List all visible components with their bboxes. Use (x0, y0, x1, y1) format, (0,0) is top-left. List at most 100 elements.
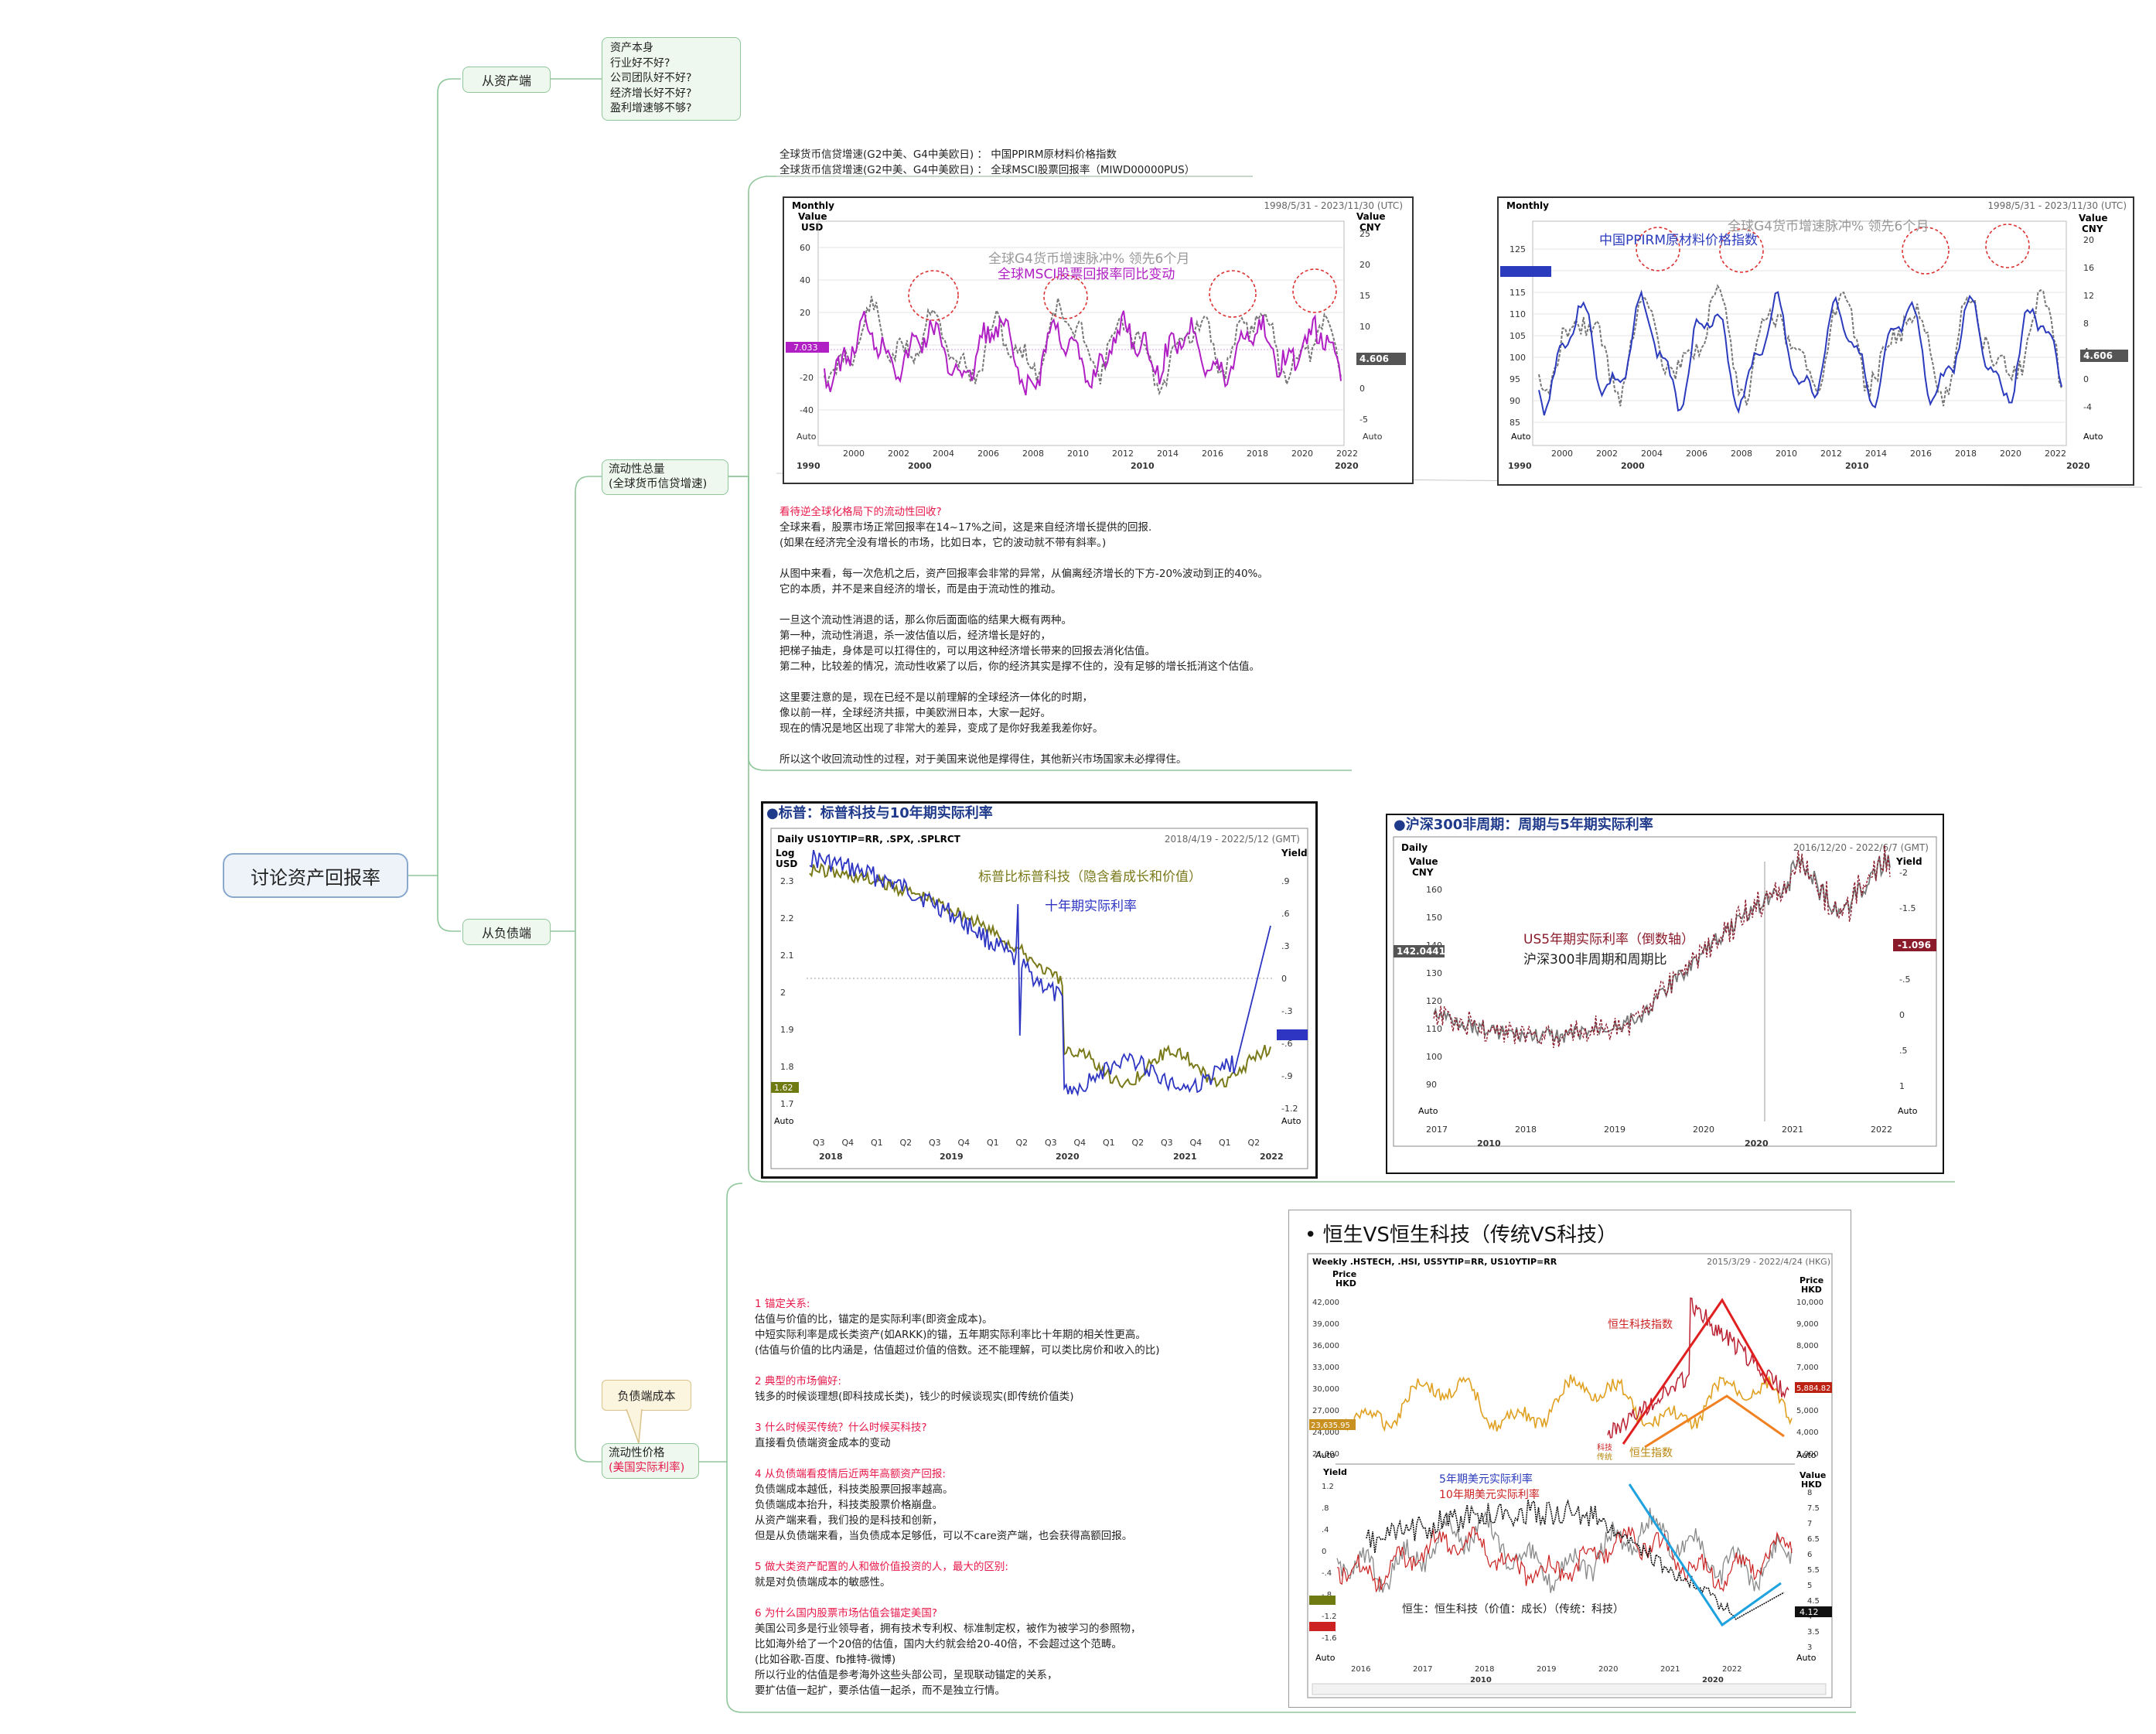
chart-ppirm-vs-g4: Monthly 1998/5/31 - 2023/11/30 (UTC) Val… (1497, 196, 2134, 486)
chart4-xtick: 2021 (1782, 1125, 1803, 1135)
chart2-decade: 1990 (1508, 461, 1532, 471)
note-line: 经济增长好不好? (610, 87, 692, 100)
chart4-ytick-right: -.5 (1899, 975, 1910, 985)
chart5-ytick-top-left: 42,000 (1312, 1299, 1339, 1307)
connector-charts34 (728, 476, 1955, 1183)
section2-line: 负债端成本越低，科技类股票回报率越高。 (755, 1483, 953, 1496)
chart5-ytick-bottom-left: -1.2 (1322, 1613, 1337, 1621)
section1-line: 全球来看，股票市场正常回报率在14~17%之间，这是来自经济增长提供的回报. (780, 521, 1152, 534)
liability-side-node[interactable]: 从负债端 (462, 919, 551, 945)
section2-text: 1 锚定关系: 估值与价值的比，锚定的是实际利率(即资金成本)。 中短实际利率是成长… (755, 1296, 1160, 1698)
chart5-ytick-bottom-right: 6.5 (1807, 1535, 1820, 1544)
chart5-label-5y: 5年期美元实际利率 (1439, 1473, 1533, 1486)
section1-heading: 看待逆全球化格局下的流动性回收? (780, 506, 942, 518)
chart5-ytick-top-left: 27,000 (1312, 1407, 1339, 1415)
chart2-auto-left: Auto (1511, 432, 1531, 442)
chart2-xtick: 2016 (1910, 449, 1932, 459)
liquidity-price-node[interactable]: 流动性价格 (美国实际利率) (602, 1443, 699, 1479)
chart3-range: 2018/4/19 - 2022/5/12 (GMT) (1165, 834, 1300, 845)
chart3-ytick-left: 2 (780, 988, 786, 998)
chart1-decade: 2020 (1335, 461, 1359, 471)
section1-text: 看待逆全球化格局下的流动性回收? 全球来看，股票市场正常回报率在14~17%之间… (780, 504, 1268, 767)
chart3-ytick-right: -1.2 (1281, 1104, 1298, 1114)
connector-section2-bottom (726, 1462, 1856, 1713)
chart1-ytick-right: 15 (1359, 291, 1370, 301)
chart2-decade: 2000 (1621, 461, 1645, 471)
section1-line: 这里要注意的是，现在已经不是以前理解的全球经济一体化的时期， (780, 691, 1093, 704)
chart5-range: 2015/3/29 - 2022/4/24 (HKG) (1707, 1257, 1830, 1267)
svg-text:HKD: HKD (1801, 1480, 1822, 1490)
chart1-title-a: 全球G4货币增速脉冲% 领先6个月 (988, 251, 1189, 267)
chart3-ytick-left: 2.1 (780, 951, 794, 961)
svg-text:Auto: Auto (1796, 1450, 1817, 1460)
chart4-xtick: 2020 (1693, 1125, 1714, 1135)
note-line: 公司团队好不好? (610, 72, 692, 84)
callout-liability-cost[interactable]: 负债端成本 (602, 1380, 691, 1411)
section2-heading: 1 锚定关系: (755, 1298, 810, 1310)
chart1-xtick: 2016 (1202, 449, 1223, 459)
asset-side-node[interactable]: 从资产端 (462, 67, 551, 93)
chart3-xtick: Q1 (1103, 1138, 1115, 1148)
chart5-ytick-bottom-left: -.8 (1322, 1591, 1332, 1599)
section1-line: 从图中来看，每一次危机之后，资产回报率会非常的异常，从偏离经济增长的下方-20%… (780, 568, 1268, 580)
chart3-label-b: 十年期实际利率 (1045, 899, 1137, 914)
chart1-xtick: 2022 (1336, 449, 1358, 459)
chart5-arrow-orange (1644, 1394, 1785, 1449)
chart5-ytick-top-right: 7,000 (1796, 1364, 1819, 1372)
chart4-ytick-left: 150 (1426, 913, 1442, 923)
asset-note-node[interactable]: 资产本身 行业好不好? 公司团队好不好? 经济增长好不好? 盈利增速够不够? (602, 37, 741, 121)
note-line: 资产本身 (610, 42, 653, 54)
chart1-header-monthly: Monthly (792, 200, 834, 211)
chart2-xtick: 2008 (1731, 449, 1752, 459)
chart3-ytick-right: .9 (1281, 876, 1290, 886)
chart5-ytick-bottom-right: 5 (1807, 1582, 1812, 1590)
chart2-decade: 2020 (2066, 461, 2090, 471)
chart1-xtick: 2004 (933, 449, 954, 459)
svg-text:CNY: CNY (1359, 222, 1381, 233)
chart-msci-vs-g4: Monthly Value USD 1998/5/31 - 2023/11/30… (783, 196, 1414, 484)
chart1-series-msci (824, 310, 1342, 396)
root-topic[interactable]: 讨论资产回报率 (223, 853, 408, 898)
svg-text:Value: Value (1800, 1470, 1826, 1480)
chart1-ytick-right: -5 (1359, 415, 1368, 425)
section2-line: 比如海外给了一个20倍的估值，国内大约就会给20-40倍，不会超过这个范畴。 (755, 1638, 1122, 1650)
section1-line (780, 597, 1268, 613)
chart1-right-tag: 4.606 (1359, 353, 1389, 364)
chart5-xtick: 2016 (1351, 1665, 1370, 1674)
svg-text:Value: Value (1409, 856, 1438, 867)
chart3-left-tag: 1.62 (774, 1083, 793, 1093)
chart4-series-5y (1433, 845, 1891, 1049)
chart5-ytick-bottom-right: 3.5 (1807, 1628, 1820, 1637)
liquidity-total-node[interactable]: 流动性总量 (全球货币信贷增速) (602, 459, 728, 495)
chart1-ytick-left: -40 (800, 405, 814, 415)
chart1-xtick: 2000 (843, 449, 865, 459)
svg-text:HKD: HKD (1801, 1285, 1822, 1295)
chart5-ytick-top-left: 36,000 (1312, 1342, 1339, 1350)
svg-text:HKD: HKD (1336, 1278, 1356, 1289)
chart5-ytick-bottom-left: -1.6 (1322, 1634, 1337, 1643)
section1-line: 第一种，流动性消退，杀一波估值以后，经济增长是好的， (780, 630, 1051, 642)
section2-line: 美国公司多是行业领导者，拥有技术专利权、标准制定权，被作为被学习的参照物， (755, 1623, 1141, 1635)
chart3-xtick: Q3 (929, 1138, 941, 1148)
chart3-year: 2019 (940, 1152, 964, 1162)
section2-line: 就是对负债端成本的敏感性。 (755, 1576, 891, 1589)
chart4-ytick-right: -1.5 (1899, 903, 1915, 913)
chart5-ytick-bottom-right: 4.5 (1807, 1597, 1820, 1606)
chart4-decade: 2020 (1745, 1138, 1769, 1149)
section1-line: 像以前一样，全球经济共振，中美欧洲日本，大家一起好。 (780, 707, 1051, 719)
svg-text:Value: Value (2079, 213, 2108, 224)
chart5-xtick: 2017 (1413, 1665, 1432, 1674)
chart1-auto-left: Auto (797, 432, 817, 442)
chart5-ytick-bottom-right: 5.5 (1807, 1566, 1820, 1575)
chart5-ytick-top-left: 21,000 (1312, 1450, 1339, 1459)
chart3-header: Daily US10YTIP=RR, .SPX, .SPLRCT (777, 834, 961, 845)
section1-line (780, 551, 1268, 566)
chart2-header-monthly: Monthly (1506, 200, 1549, 211)
chart4-header: Daily (1401, 842, 1428, 853)
chart5-ytick-top-left: 39,000 (1312, 1320, 1339, 1329)
chart4-auto-right: Auto (1898, 1106, 1918, 1116)
chart2-ytick-left: 110 (1510, 309, 1526, 319)
connector-liquidity-price (575, 931, 602, 1463)
chart5-xtick: 2021 (1660, 1665, 1680, 1674)
chart3-xtick: Q4 (958, 1138, 971, 1148)
